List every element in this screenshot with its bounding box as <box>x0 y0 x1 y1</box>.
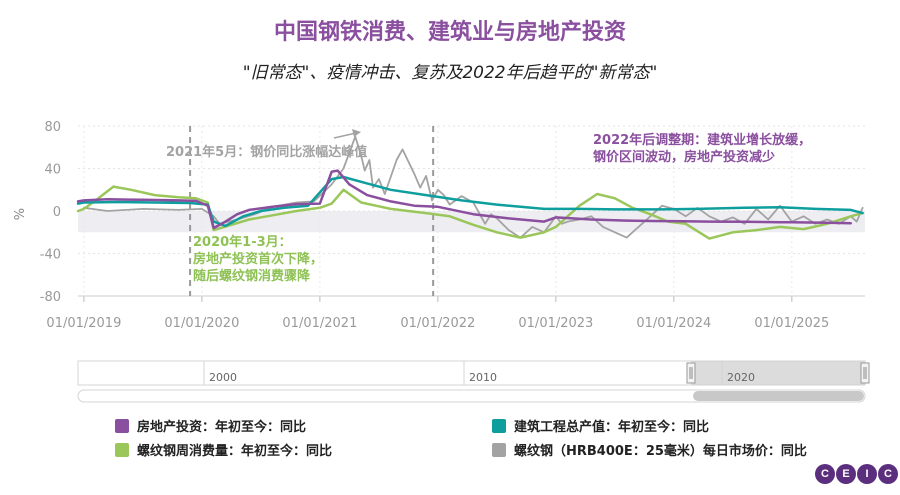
annotation-2020-drop: 房地产投资首次下降， <box>193 251 323 267</box>
x-tick-label: 01/01/2022 <box>400 316 475 331</box>
legend-swatch <box>115 442 129 457</box>
navigator-selection[interactable] <box>691 361 865 385</box>
x-tick-label: 01/01/2020 <box>164 316 239 331</box>
navigator-label: 2000 <box>209 371 237 384</box>
legend-label: 建筑工程总产值：年初至今：同比 <box>514 420 710 435</box>
negative-band <box>78 211 865 233</box>
chart-title: 中国钢铁消费、建筑业与房地产投资 <box>273 20 626 45</box>
annotation-2022-adjustment: 钢价区间波动，房地产投资减少 <box>593 149 775 165</box>
x-tick-label: 01/01/2021 <box>282 316 357 331</box>
y-tick-label: 80 <box>44 120 61 135</box>
annotation-2020-drop: 随后螺纹钢消费骤降 <box>193 268 311 284</box>
scrollbar-thumb[interactable] <box>693 391 864 401</box>
x-tick-label: 01/01/2019 <box>46 316 121 331</box>
legend-item-rebar-consumption[interactable]: 螺纹钢周消费量：年初至今：同比 <box>115 440 332 459</box>
logo-letter: C <box>815 464 835 484</box>
chart-subtitle: "旧常态"、疫情冲击、复苏及2022年后趋平的"新常态" <box>242 63 658 83</box>
y-tick-label: -80 <box>40 290 61 305</box>
logo-letter: C <box>878 464 898 484</box>
navigator-label: 2020 <box>727 371 755 384</box>
y-tick-label: 0 <box>53 205 61 220</box>
legend-label: 房地产投资：年初至今：同比 <box>137 420 307 435</box>
y-tick-label: -40 <box>40 248 61 263</box>
legend-swatch <box>115 418 129 433</box>
y-axis-label: % <box>13 208 28 220</box>
series-line[interactable] <box>76 185 864 240</box>
series-line[interactable] <box>76 169 853 230</box>
logo-letter: I <box>857 464 877 484</box>
annotation-2022-adjustment: 2022年后调整期：建筑业增长放缓， <box>593 132 811 148</box>
legend-swatch <box>492 442 506 457</box>
legend-item-construction[interactable]: 建筑工程总产值：年初至今：同比 <box>492 416 709 435</box>
annotation-arrowhead <box>352 129 361 137</box>
legend-swatch <box>492 418 506 433</box>
navigator-handle[interactable] <box>860 362 870 384</box>
x-tick-label: 01/01/2024 <box>636 316 711 331</box>
y-tick-label: 40 <box>44 163 61 178</box>
legend-item-real-estate[interactable]: 房地产投资：年初至今：同比 <box>115 416 306 435</box>
legend-label: 螺纹钢（HRB400E：25毫米）每日市场价：同比 <box>514 444 807 459</box>
logo-letter: E <box>836 464 856 484</box>
x-tick-label: 01/01/2025 <box>754 316 829 331</box>
x-tick-label: 01/01/2023 <box>518 316 593 331</box>
navigator-label: 2010 <box>469 371 497 384</box>
annotation-peak-price: 2021年5月：钢价同比涨幅达峰值 <box>166 144 367 160</box>
annotation-arrow <box>333 132 357 139</box>
ceic-logo: C E I C <box>815 464 899 484</box>
legend-label: 螺纹钢周消费量：年初至今：同比 <box>137 444 333 459</box>
scrollbar-track[interactable] <box>77 389 866 403</box>
legend-item-rebar-price[interactable]: 螺纹钢（HRB400E：25毫米）每日市场价：同比 <box>492 440 807 459</box>
navigator-handle[interactable] <box>686 362 696 384</box>
annotation-2020-drop: 2020年1-3月： <box>193 234 292 250</box>
